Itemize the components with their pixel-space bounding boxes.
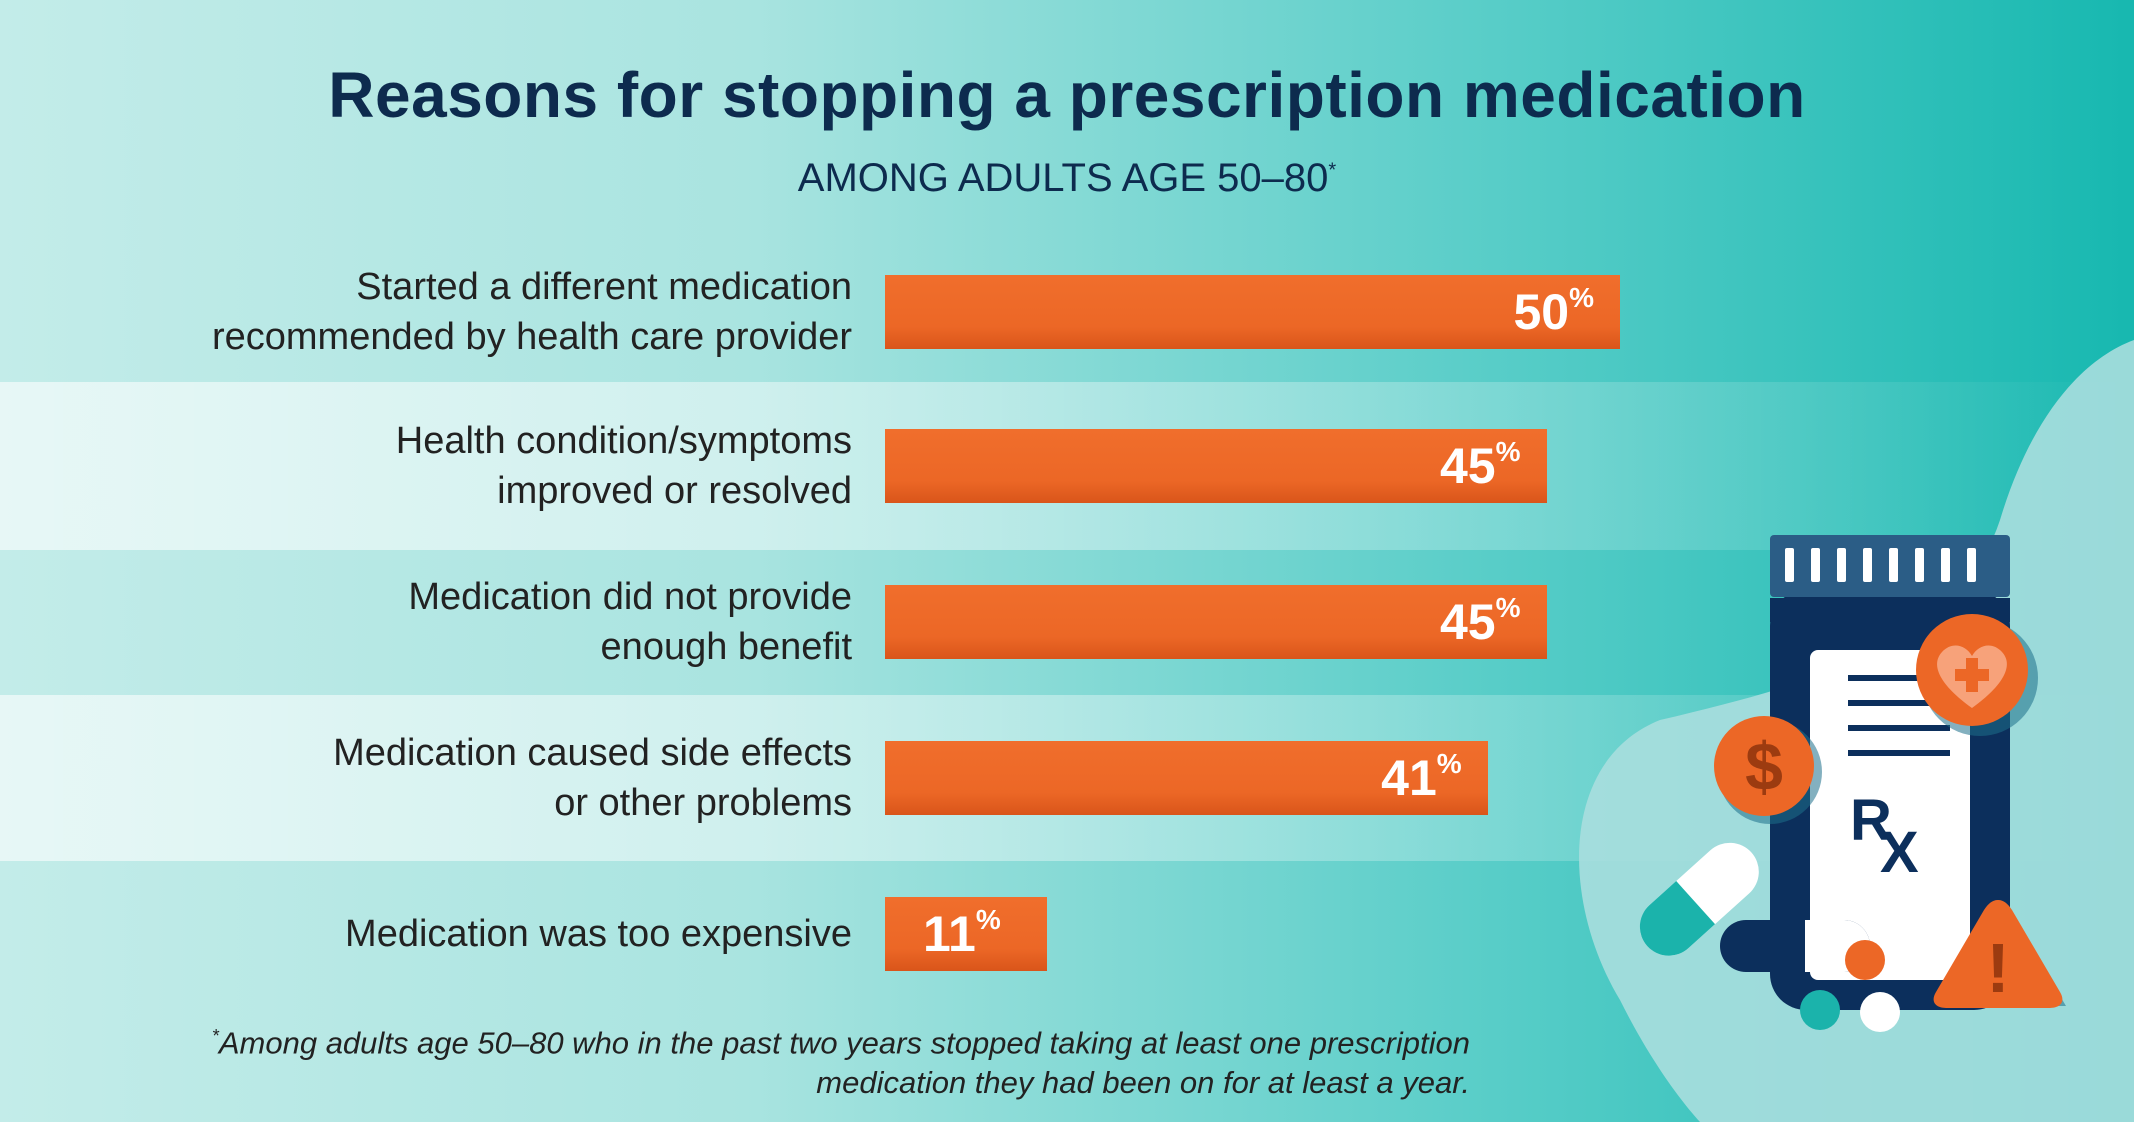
footnote-line-2: medication they had been on for at least… bbox=[816, 1065, 1470, 1101]
data-label: 45% bbox=[1440, 593, 1521, 651]
category-label: Medication caused side effects or other p… bbox=[32, 728, 852, 828]
data-label: 50% bbox=[1513, 283, 1594, 341]
category-label-line: enough benefit bbox=[600, 626, 852, 668]
category-label-line: recommended by health care provider bbox=[211, 316, 852, 358]
data-label-unit: % bbox=[975, 904, 1001, 935]
subtitle-text: AMONG ADULTS AGE 50–80 bbox=[797, 156, 1329, 200]
category-label: Health condition/symptoms improved or res… bbox=[32, 416, 852, 516]
category-label-line: Started a different medication bbox=[356, 266, 852, 308]
data-label-value: 45 bbox=[1439, 438, 1496, 494]
category-label: Started a different medication recommende… bbox=[32, 262, 852, 362]
dollar-coin-icon: $ bbox=[1714, 716, 1822, 824]
pill-icon bbox=[1800, 940, 1900, 1032]
category-label-line: Medication was too expensive bbox=[345, 913, 852, 955]
data-label-unit: % bbox=[1436, 748, 1462, 779]
medication-illustration: R X $ ! bbox=[1639, 535, 2066, 1032]
data-label-unit: % bbox=[1495, 592, 1521, 623]
bar: 11% bbox=[885, 897, 1047, 971]
data-label-value: 45 bbox=[1439, 594, 1496, 650]
data-label-unit: % bbox=[1569, 282, 1594, 313]
exclamation-mark: ! bbox=[1986, 929, 2009, 1007]
footnote: *Among adults age 50–80 who in the past … bbox=[60, 1016, 1470, 1103]
bar: 41% bbox=[885, 741, 1488, 815]
footnote-marker: * bbox=[211, 1026, 219, 1046]
data-label: 45% bbox=[1440, 437, 1521, 495]
chart-title: Reasons for stopping a prescription medi… bbox=[328, 59, 1806, 131]
category-label-line: Medication caused side effects bbox=[333, 732, 852, 774]
data-label-value: 41 bbox=[1381, 750, 1437, 806]
bar: 45% bbox=[885, 429, 1547, 503]
footnote-line-1-text: Among adults age 50–80 who in the past t… bbox=[218, 1025, 1470, 1061]
rx-r: R bbox=[1850, 788, 1892, 853]
data-label-unit: % bbox=[1495, 436, 1521, 467]
bar: 45% bbox=[885, 585, 1547, 659]
category-label-line: improved or resolved bbox=[497, 470, 852, 512]
capsule-icon bbox=[1639, 842, 1870, 972]
data-label: 41% bbox=[1381, 749, 1462, 807]
pill-bottle-icon: R X bbox=[1770, 535, 2010, 1010]
bar: 50% bbox=[885, 275, 1620, 349]
category-label-line: or other problems bbox=[554, 782, 852, 824]
category-label: Medication was too expensive bbox=[32, 909, 852, 959]
data-label-value: 11 bbox=[923, 906, 976, 962]
subtitle-marker: * bbox=[1328, 159, 1337, 182]
category-label-line: Health condition/symptoms bbox=[395, 420, 852, 462]
rx-x: X bbox=[1880, 820, 1919, 885]
chart-subtitle: AMONG ADULTS AGE 50–80* bbox=[0, 156, 2134, 201]
data-label-value: 50 bbox=[1513, 284, 1570, 340]
footnote-line-1: *Among adults age 50–80 who in the past … bbox=[60, 1016, 1470, 1063]
category-label: Medication did not provide enough benefit bbox=[32, 572, 852, 672]
category-label-line: Medication did not provide bbox=[408, 576, 852, 618]
warning-icon: ! bbox=[1933, 900, 2066, 1008]
heart-plus-icon bbox=[1916, 614, 2038, 736]
dollar-sign: $ bbox=[1745, 729, 1783, 805]
data-label: 11% bbox=[923, 905, 1001, 963]
